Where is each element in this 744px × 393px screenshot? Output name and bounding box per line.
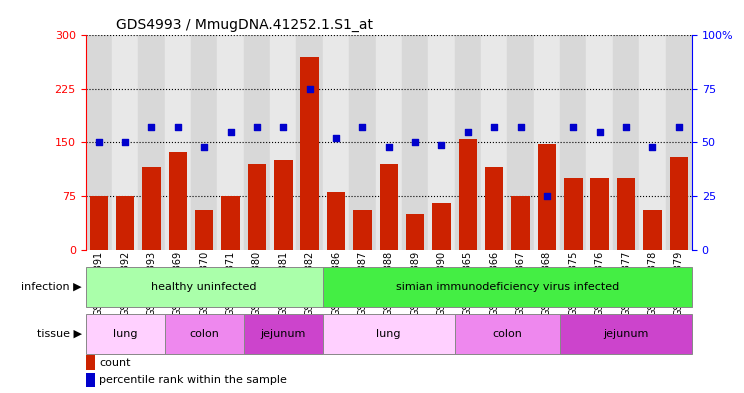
Bar <box>560 35 586 250</box>
Bar <box>323 267 692 307</box>
Text: healthy uninfected: healthy uninfected <box>152 282 257 292</box>
Point <box>568 124 580 130</box>
Bar <box>296 35 323 250</box>
Point <box>304 86 315 92</box>
Bar <box>164 35 191 250</box>
Text: jejunum: jejunum <box>603 329 649 339</box>
Point <box>251 124 263 130</box>
Bar <box>455 314 560 354</box>
Point <box>198 143 210 150</box>
Bar <box>429 35 455 250</box>
Bar <box>379 164 398 250</box>
Point <box>119 139 131 145</box>
Bar <box>617 178 635 250</box>
Bar <box>639 35 666 250</box>
Bar <box>89 196 108 250</box>
Bar <box>402 35 429 250</box>
Bar <box>643 210 661 250</box>
Text: colon: colon <box>493 329 522 339</box>
Text: colon: colon <box>189 329 219 339</box>
Bar <box>86 314 164 354</box>
Bar <box>666 35 692 250</box>
Bar <box>116 196 135 250</box>
Bar <box>169 152 187 250</box>
Text: lung: lung <box>113 329 138 339</box>
Point <box>172 124 184 130</box>
Bar <box>323 314 455 354</box>
Bar <box>301 57 319 250</box>
Bar <box>244 314 323 354</box>
Bar <box>191 35 217 250</box>
Bar <box>538 144 557 250</box>
Bar <box>164 314 244 354</box>
Bar <box>485 167 504 250</box>
Text: percentile rank within the sample: percentile rank within the sample <box>99 375 286 385</box>
Text: GDS4993 / MmugDNA.41252.1.S1_at: GDS4993 / MmugDNA.41252.1.S1_at <box>116 18 373 31</box>
Bar <box>86 35 112 250</box>
Point <box>383 143 395 150</box>
Bar <box>507 35 533 250</box>
Point <box>647 143 658 150</box>
Bar <box>221 196 240 250</box>
Text: tissue ▶: tissue ▶ <box>37 329 82 339</box>
Point <box>673 124 684 130</box>
Bar <box>138 35 164 250</box>
Bar <box>586 35 613 250</box>
Point <box>541 193 553 199</box>
Bar <box>564 178 583 250</box>
Bar <box>511 196 530 250</box>
Bar <box>270 35 296 250</box>
Bar <box>349 35 376 250</box>
Bar <box>376 35 402 250</box>
Text: infection ▶: infection ▶ <box>22 282 82 292</box>
Bar <box>432 203 451 250</box>
Point <box>515 124 527 130</box>
Text: lung: lung <box>376 329 401 339</box>
Bar <box>274 160 292 250</box>
Point <box>356 124 368 130</box>
Point <box>409 139 421 145</box>
Point <box>620 124 632 130</box>
Point <box>278 124 289 130</box>
Bar <box>86 373 94 387</box>
Bar <box>248 164 266 250</box>
Bar <box>112 35 138 250</box>
Bar <box>195 210 214 250</box>
Bar <box>455 35 481 250</box>
Point <box>225 129 237 135</box>
Bar <box>613 35 639 250</box>
Bar <box>244 35 270 250</box>
Point <box>330 135 342 141</box>
Text: jejunum: jejunum <box>260 329 306 339</box>
Bar <box>353 210 371 250</box>
Bar <box>217 35 244 250</box>
Text: count: count <box>99 358 130 367</box>
Bar <box>142 167 161 250</box>
Bar <box>327 193 345 250</box>
Point <box>594 129 606 135</box>
Point <box>435 141 447 148</box>
Bar <box>323 35 349 250</box>
Bar <box>86 267 323 307</box>
Point <box>93 139 105 145</box>
Bar <box>406 214 424 250</box>
Point <box>146 124 158 130</box>
Bar <box>591 178 609 250</box>
Point <box>488 124 500 130</box>
Bar <box>481 35 507 250</box>
Point <box>462 129 474 135</box>
Text: simian immunodeficiency virus infected: simian immunodeficiency virus infected <box>396 282 619 292</box>
Bar <box>533 35 560 250</box>
Bar <box>458 139 477 250</box>
Bar <box>670 157 688 250</box>
Bar <box>86 355 94 369</box>
Bar <box>560 314 692 354</box>
